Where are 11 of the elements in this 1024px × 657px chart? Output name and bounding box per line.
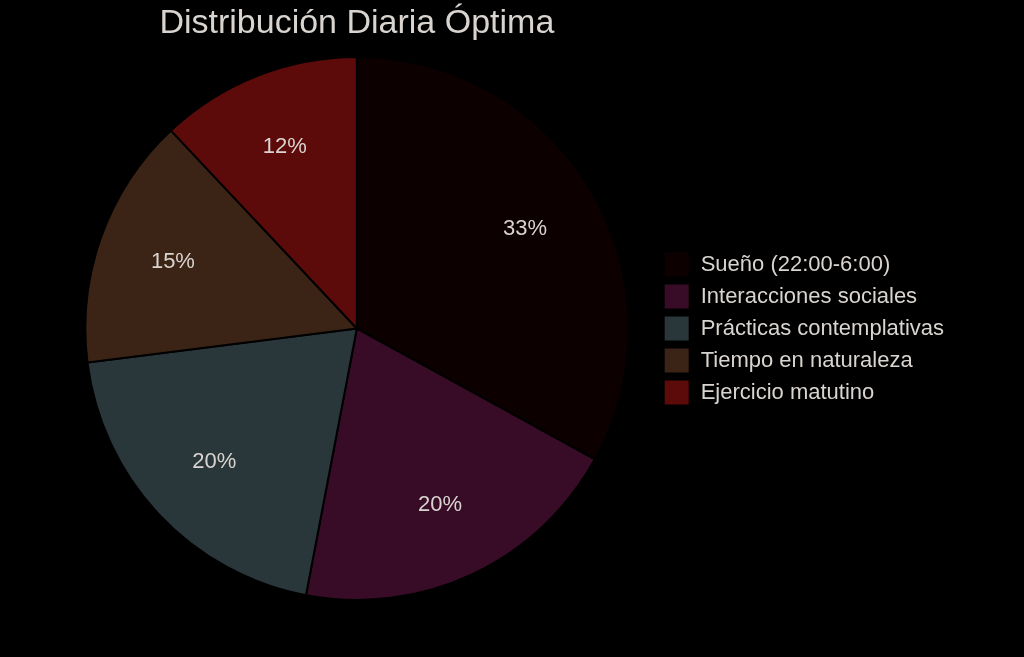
data-label: 12% bbox=[262, 132, 307, 158]
legend-label: Tiempo en naturaleza bbox=[700, 346, 914, 372]
legend-label: Ejercicio matutino bbox=[700, 378, 875, 404]
data-label: 20% bbox=[418, 491, 463, 517]
chart-title: Distribución Diaria Óptima bbox=[159, 2, 555, 41]
legend-label: Sueño (22:00-6:00) bbox=[700, 250, 891, 276]
data-label: 15% bbox=[150, 248, 195, 274]
legend-label: Prácticas contemplativas bbox=[700, 314, 945, 340]
legend-label: Interacciones sociales bbox=[700, 282, 918, 308]
data-label: 33% bbox=[503, 215, 548, 241]
data-label: 20% bbox=[192, 448, 237, 474]
